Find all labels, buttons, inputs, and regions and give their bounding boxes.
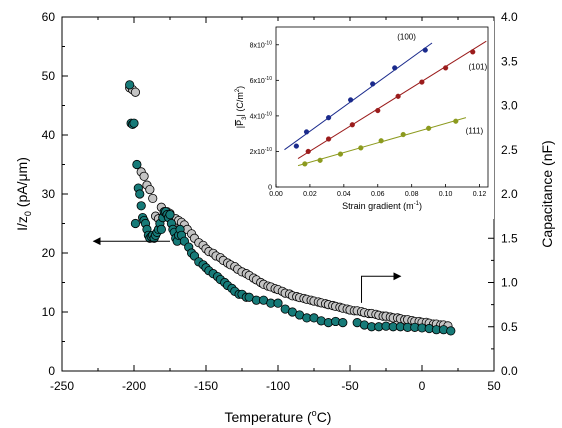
x-tick-label: -100	[266, 379, 290, 393]
y-left-tick-label: 0	[48, 364, 55, 378]
inset-y-tick-label: 2x10-10	[250, 147, 273, 156]
y-right-tick-label: 1.0	[501, 276, 518, 290]
inset-data-point	[302, 161, 308, 167]
y-right-tick-label: 4.0	[501, 10, 518, 24]
inset-x-axis: 0.00 0.02 0.04 0.06 0.08 0.10 0.12	[269, 184, 486, 198]
current-point	[130, 218, 141, 229]
y-right-tick-label: 0.5	[501, 320, 518, 334]
inset-series-0: (100)	[284, 32, 433, 151]
capacitance-point	[148, 193, 158, 204]
current-point	[165, 210, 175, 220]
inset-y-tick-label: 0	[268, 185, 272, 192]
current-point	[338, 318, 348, 328]
inset-series-2: (111)	[297, 117, 484, 167]
inset-x-tick-label: 0.02	[303, 191, 317, 198]
inset-data-point	[293, 143, 299, 149]
current-point	[273, 298, 283, 308]
current-point	[156, 224, 166, 234]
inset-y-axis-title: |P3| (C/m2)	[235, 86, 248, 128]
inset-data-point	[348, 97, 354, 103]
y-right-tick-label: 2.5	[501, 143, 518, 157]
y-right-tick-label: 0.0	[501, 364, 518, 378]
inset-data-point	[375, 107, 381, 114]
y-left-tick-label: 10	[42, 305, 56, 319]
inset-data-point	[419, 79, 425, 85]
main-x-axis: -250 -200 -150 -100 -50 0 50	[50, 17, 501, 393]
x-tick-label: 50	[487, 379, 501, 393]
current-point	[136, 201, 146, 211]
inset-data-point	[426, 125, 432, 131]
inset-data-point	[370, 81, 376, 87]
main-chart: -250 -200 -150 -100 -50 0 50 0 10 20 30 40 50 60 0.0…	[14, 10, 555, 425]
x-tick-label: -200	[122, 379, 146, 393]
x-axis-title: Temperature (oC)	[225, 408, 332, 425]
y-left-tick-label: 50	[42, 69, 56, 83]
capacitance-point	[139, 171, 149, 181]
axis-indicator-arrows	[92, 237, 402, 303]
right-axis-arrow	[361, 272, 402, 303]
current-point	[135, 189, 145, 199]
current-point	[132, 159, 142, 170]
y-right-tick-label: 3.0	[501, 99, 518, 113]
capacitance-point	[130, 87, 141, 97]
inset-series: (100) (101) (111)	[284, 32, 487, 167]
inset-data-point	[337, 151, 344, 157]
inset-plot-frame	[275, 26, 489, 188]
inset-data-point	[470, 49, 476, 55]
y-right-tick-label: 2.0	[501, 187, 518, 201]
inset-data-point	[400, 131, 406, 138]
main-y-right-axis: 0.0 0.5 1.0 1.5 2.0 2.5 3.0 3.5 4.0	[488, 10, 518, 378]
inset-series-label: (111)	[466, 127, 484, 136]
inset-data-point	[325, 115, 332, 121]
x-tick-label: -50	[341, 379, 359, 393]
series-current	[125, 80, 456, 336]
inset-series-label: (101)	[468, 63, 487, 72]
inset-data-point	[305, 148, 311, 155]
inset-x-tick-label: 0.06	[371, 191, 385, 198]
inset-data-point	[349, 122, 355, 128]
inset-x-axis-title: Strain gradient (m-1)	[342, 201, 422, 211]
x-tick-label: -250	[50, 379, 74, 393]
capacitance-point	[145, 184, 155, 195]
current-point	[446, 326, 456, 336]
inset-y-axis: 0 2x10-10 4x10-10 6x10-10 8x10-10	[250, 40, 279, 192]
inset-x-tick-label: 0.10	[439, 191, 453, 198]
inset-data-point	[378, 138, 384, 144]
inset-series-label: (100)	[397, 32, 416, 41]
inset-data-point	[443, 65, 449, 71]
y-left-tick-label: 20	[42, 246, 56, 260]
x-tick-label: 0	[419, 379, 426, 393]
current-point	[129, 118, 139, 128]
inset-x-tick-label: 0.00	[269, 191, 283, 198]
inset-data-point	[358, 145, 364, 151]
y-axis-right-title: Capacitance (nF)	[539, 140, 555, 247]
y-left-tick-label: 40	[42, 128, 56, 142]
inset-y-tick-label: 6x10-10	[250, 76, 273, 85]
inset-data-point	[325, 136, 332, 142]
inset-y-tick-label: 4x10-10	[250, 111, 273, 120]
inset-data-point	[303, 129, 310, 135]
inset-series-1: (101)	[297, 40, 487, 159]
y-right-tick-label: 1.5	[501, 231, 518, 245]
y-left-tick-label: 60	[42, 10, 56, 24]
inset-x-tick-label: 0.08	[405, 191, 419, 198]
inset-y-tick-label: 8x10-10	[250, 40, 273, 49]
current-point	[125, 80, 135, 90]
inset-data-point	[392, 65, 398, 71]
inset-x-tick-label: 0.12	[473, 191, 487, 198]
x-tick-label: -150	[194, 379, 218, 393]
inset-chart: 0.00 0.02 0.04 0.06 0.08 0.10 0.12 0 2x10-10 4x1…	[228, 21, 494, 219]
y-right-tick-label: 3.5	[501, 54, 518, 68]
inset-data-point	[453, 118, 459, 124]
y-left-tick-label: 30	[42, 187, 56, 201]
inset-background	[228, 21, 494, 219]
y-axis-left-title: I/z0 (pA/μm)	[14, 157, 33, 231]
main-y-left-axis: 0 10 20 30 40 50 60	[42, 10, 68, 378]
inset-data-point	[317, 157, 323, 163]
inset-data-point	[395, 93, 401, 99]
inset-x-tick-label: 0.04	[337, 191, 351, 198]
inset-data-point	[422, 47, 428, 53]
